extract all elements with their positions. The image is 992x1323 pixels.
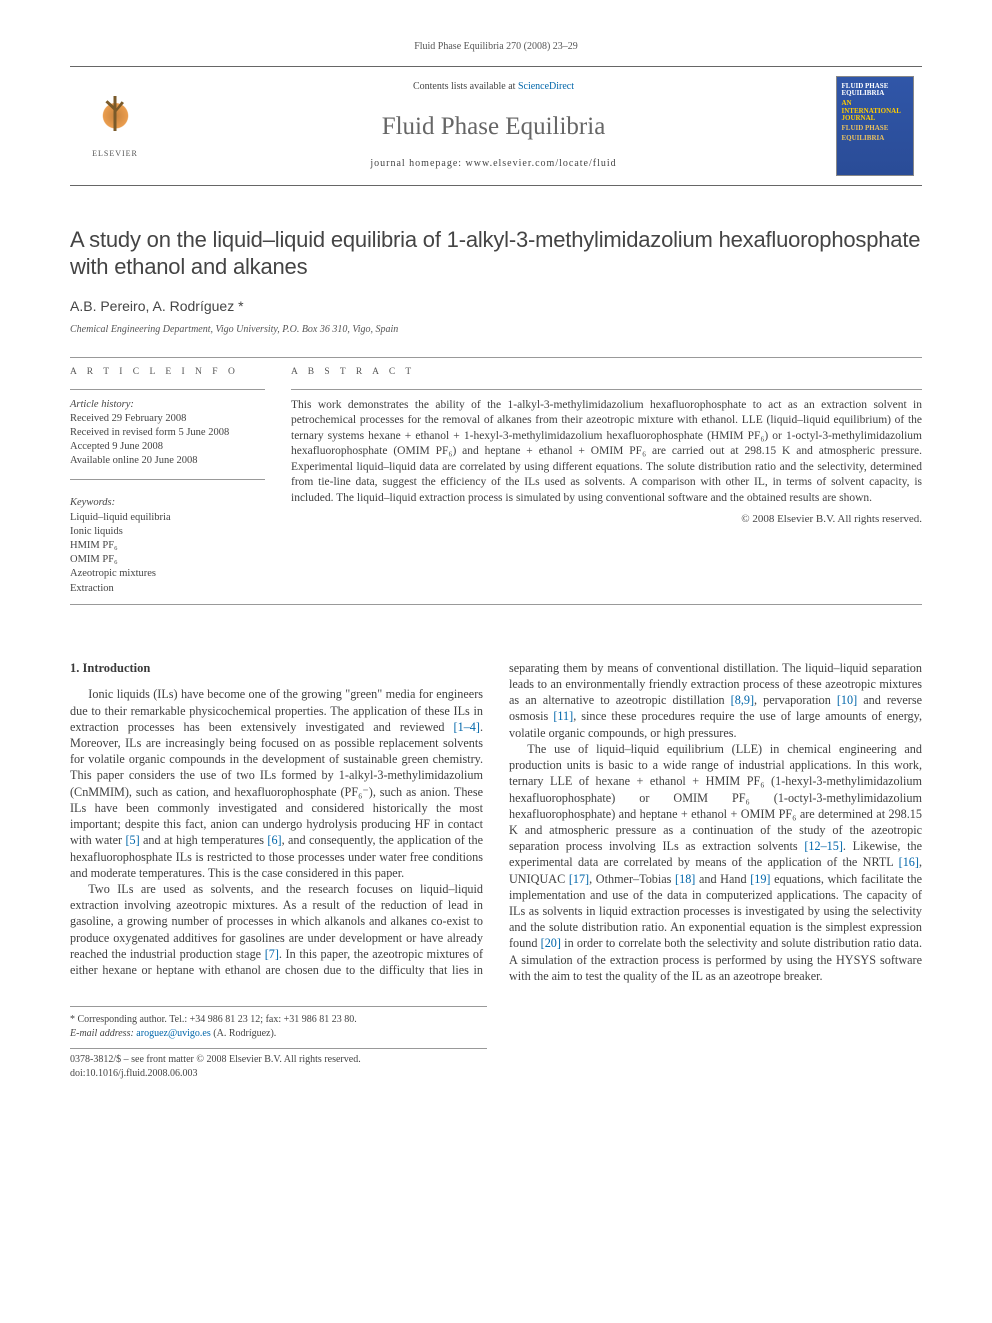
article-title: A study on the liquid–liquid equilibria … [70, 226, 922, 281]
abstract-text: This work demonstrates the ability of th… [291, 398, 922, 507]
journal-homepage-line: journal homepage: www.elsevier.com/locat… [160, 157, 827, 171]
citation-link[interactable]: [19] [750, 872, 770, 886]
thumb-line-3: AN INTERNATIONAL JOURNAL [842, 100, 908, 123]
elsevier-tree-icon [88, 91, 143, 146]
divider [70, 604, 922, 605]
citation-link[interactable]: [12–15] [804, 839, 843, 853]
citation-link[interactable]: [5] [125, 833, 139, 847]
divider [70, 357, 922, 358]
keyword-item: OMIM PF₆ [70, 553, 265, 567]
history-accepted: Accepted 9 June 2008 [70, 440, 265, 454]
history-revised: Received in revised form 5 June 2008 [70, 426, 265, 440]
thumb-line-2: EQUILIBRIA [842, 90, 908, 98]
journal-cover-thumbnail: FLUID PHASE EQUILIBRIA AN INTERNATIONAL … [836, 76, 914, 176]
email-after: (A. Rodríguez). [211, 1028, 277, 1039]
history-label: Article history: [70, 398, 265, 412]
citation-link[interactable]: [1–4] [454, 720, 480, 734]
body-text: , Othmer–Tobias [589, 872, 675, 886]
keyword-item: Azeotropic mixtures [70, 567, 265, 581]
article-affiliation: Chemical Engineering Department, Vigo Un… [70, 323, 922, 337]
article-info-heading: A R T I C L E I N F O [70, 366, 265, 379]
body-text: and Hand [695, 872, 750, 886]
corresponding-author: * Corresponding author. Tel.: +34 986 81… [70, 1013, 487, 1027]
keyword-item: HMIM PF₆ [70, 539, 265, 553]
journal-name: Fluid Phase Equilibria [160, 110, 827, 144]
sciencedirect-link[interactable]: ScienceDirect [518, 81, 574, 92]
history-received: Received 29 February 2008 [70, 412, 265, 426]
keyword-item: Ionic liquids [70, 525, 265, 539]
body-text: . Moreover, ILs are increasingly being f… [70, 720, 483, 848]
history-online: Available online 20 June 2008 [70, 454, 265, 468]
contents-lists-line: Contents lists available at ScienceDirec… [160, 80, 827, 94]
body-text: and at high temperatures [140, 833, 268, 847]
thumb-line-4: FLUID PHASE [842, 125, 908, 133]
divider [291, 389, 922, 390]
abstract-copyright: © 2008 Elsevier B.V. All rights reserved… [291, 512, 922, 527]
citation-link[interactable]: [16] [899, 855, 919, 869]
issn-line: 0378-3812/$ – see front matter © 2008 El… [70, 1053, 487, 1067]
email-link[interactable]: aroguez@uvigo.es [136, 1028, 210, 1039]
citation-link[interactable]: [18] [675, 872, 695, 886]
citation-link[interactable]: [8,9] [731, 693, 754, 707]
publisher-logo-block: ELSEVIER [70, 67, 160, 185]
body-paragraph: The use of liquid–liquid equilibrium (LL… [509, 741, 922, 984]
abstract-column: A B S T R A C T This work demonstrates t… [291, 366, 922, 596]
contents-prefix: Contents lists available at [413, 81, 518, 92]
citation-link[interactable]: [11] [553, 709, 573, 723]
homepage-prefix: journal homepage: [370, 158, 465, 169]
keyword-item: Liquid–liquid equilibria [70, 511, 265, 525]
doi-line: doi:10.1016/j.fluid.2008.06.003 [70, 1067, 487, 1081]
header-citation: Fluid Phase Equilibria 270 (2008) 23–29 [70, 40, 922, 54]
body-text: Ionic liquids (ILs) have become one of t… [70, 687, 483, 733]
journal-masthead: ELSEVIER Contents lists available at Sci… [70, 66, 922, 186]
citation-link[interactable]: [20] [541, 936, 561, 950]
citation-link[interactable]: [17] [569, 872, 589, 886]
keyword-item: Extraction [70, 582, 265, 596]
article-history-block: Article history: Received 29 February 20… [70, 398, 265, 480]
divider [70, 389, 265, 390]
footer-copyright-block: 0378-3812/$ – see front matter © 2008 El… [70, 1048, 487, 1080]
citation-link[interactable]: [10] [837, 693, 857, 707]
body-text: in order to correlate both the selectivi… [509, 936, 922, 982]
article-authors: A.B. Pereiro, A. Rodríguez * [70, 297, 922, 316]
body-text: , pervaporation [754, 693, 837, 707]
citation-link[interactable]: [7] [265, 947, 279, 961]
homepage-url: www.elsevier.com/locate/fluid [466, 158, 617, 169]
masthead-center: Contents lists available at ScienceDirec… [160, 67, 827, 185]
footer-block: * Corresponding author. Tel.: +34 986 81… [70, 1006, 487, 1080]
elsevier-label: ELSEVIER [88, 149, 143, 160]
article-body: 1. Introduction Ionic liquids (ILs) have… [70, 660, 922, 984]
body-paragraph: Ionic liquids (ILs) have become one of t… [70, 686, 483, 881]
section-heading-introduction: 1. Introduction [70, 660, 483, 677]
body-text: The use of liquid–liquid equilibrium (LL… [509, 742, 922, 853]
email-line: E-mail address: aroguez@uvigo.es (A. Rod… [70, 1027, 487, 1041]
journal-cover-block: FLUID PHASE EQUILIBRIA AN INTERNATIONAL … [827, 67, 922, 185]
keywords-block: Keywords: Liquid–liquid equilibria Ionic… [70, 496, 265, 596]
thumb-line-5: EQUILIBRIA [842, 135, 908, 143]
citation-link[interactable]: [6] [267, 833, 281, 847]
elsevier-logo: ELSEVIER [88, 91, 143, 161]
abstract-heading: A B S T R A C T [291, 366, 922, 379]
article-info-column: A R T I C L E I N F O Article history: R… [70, 366, 265, 596]
info-abstract-row: A R T I C L E I N F O Article history: R… [70, 366, 922, 596]
keywords-label: Keywords: [70, 496, 265, 510]
email-label: E-mail address: [70, 1028, 136, 1039]
